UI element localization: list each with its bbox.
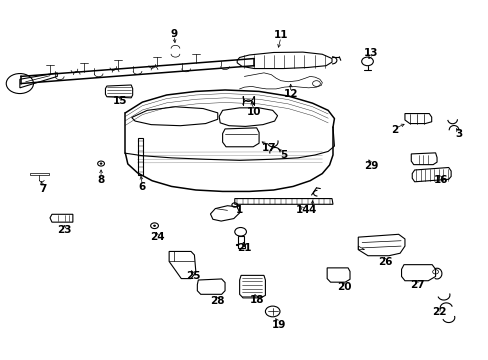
Text: 5: 5 [279,150,286,160]
Text: 1: 1 [236,205,243,215]
Text: 15: 15 [113,96,127,107]
Text: 17: 17 [261,143,276,153]
Text: 14: 14 [295,205,309,215]
Circle shape [100,163,102,164]
Text: 2: 2 [391,125,398,135]
Text: 25: 25 [186,271,200,282]
Text: 10: 10 [246,107,261,117]
Text: 9: 9 [170,28,177,39]
Text: 18: 18 [249,295,264,305]
Text: 24: 24 [149,232,164,242]
Text: 11: 11 [273,30,287,40]
Text: 8: 8 [97,175,104,185]
Text: 16: 16 [433,175,448,185]
Text: 26: 26 [378,257,392,267]
Circle shape [153,225,155,226]
Text: 4: 4 [308,205,316,215]
Text: 7: 7 [39,184,46,194]
Text: 22: 22 [431,307,446,317]
Text: 3: 3 [454,129,461,139]
Text: 29: 29 [363,161,377,171]
Text: 21: 21 [237,243,251,253]
Text: 27: 27 [409,280,424,291]
Text: 28: 28 [210,296,224,306]
Text: 13: 13 [363,48,377,58]
Text: 19: 19 [271,320,285,330]
Text: 12: 12 [283,89,297,99]
Text: 23: 23 [57,225,72,235]
Text: 20: 20 [336,282,351,292]
Text: 6: 6 [139,182,146,192]
